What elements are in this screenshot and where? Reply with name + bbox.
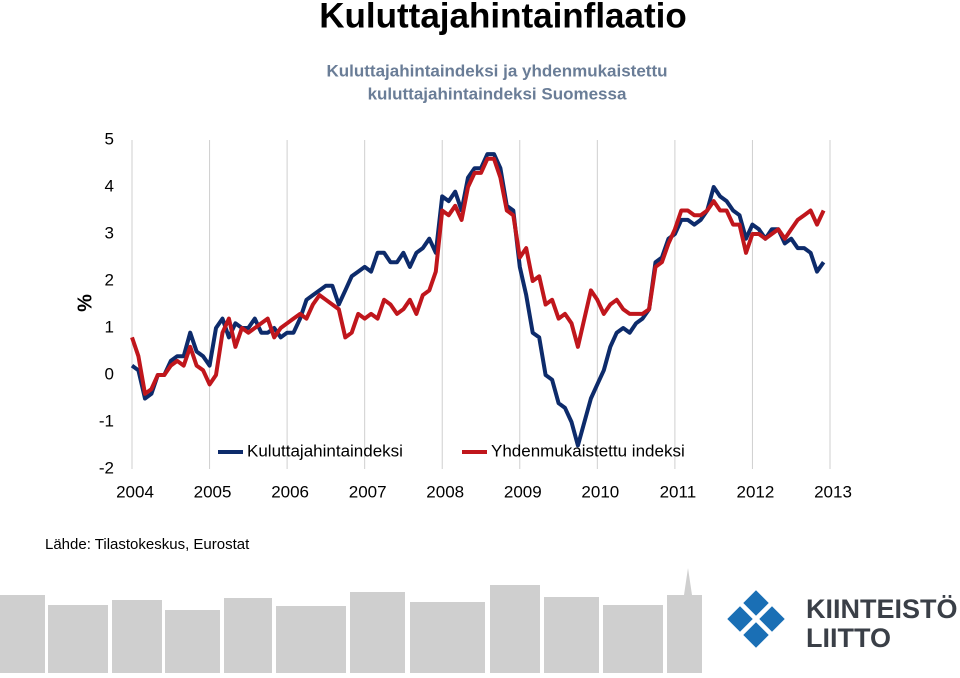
logo-mark — [727, 590, 785, 648]
subtitle: kuluttajahintaindeksi Suomessa — [368, 84, 627, 103]
y-tick-label: 3 — [105, 223, 114, 242]
x-tick-label: 2010 — [581, 482, 619, 501]
chart-title: Kuluttajahintainflaatio — [319, 0, 687, 35]
y-tick-label: 4 — [105, 176, 114, 195]
x-tick-label: 2012 — [737, 482, 775, 501]
series-line — [130, 152, 826, 448]
x-tick-label: 2011 — [660, 482, 697, 501]
y-axis-label: % — [74, 294, 96, 312]
x-tick-label: 2007 — [349, 482, 387, 501]
x-tick-label: 2009 — [504, 482, 542, 501]
building-silhouette — [0, 568, 702, 673]
series-line — [130, 156, 826, 396]
legend-label: Yhdenmukaistettu indeksi — [491, 441, 685, 460]
y-tick-label: 5 — [105, 129, 114, 148]
source: Lähde: Tilastokeskus, Eurostat — [45, 536, 250, 553]
legend-label: Kuluttajahintaindeksi — [247, 441, 403, 460]
logo-text: LIITTO — [806, 623, 891, 653]
y-tick-label: 1 — [105, 317, 114, 336]
y-tick-label: -2 — [99, 458, 114, 477]
x-tick-label: 2008 — [426, 482, 464, 501]
y-tick-label: 2 — [105, 270, 114, 289]
x-tick-label: 2006 — [271, 482, 309, 501]
y-tick-label: 0 — [105, 364, 114, 383]
x-tick-label: 2004 — [116, 482, 154, 501]
logo-text: KIINTEISTÖ — [806, 594, 958, 624]
x-tick-label: 2013 — [814, 482, 852, 501]
subtitle: Kuluttajahintaindeksi ja yhdenmukaistett… — [326, 61, 667, 80]
x-tick-label: 2005 — [194, 482, 232, 501]
y-tick-label: -1 — [99, 411, 114, 430]
